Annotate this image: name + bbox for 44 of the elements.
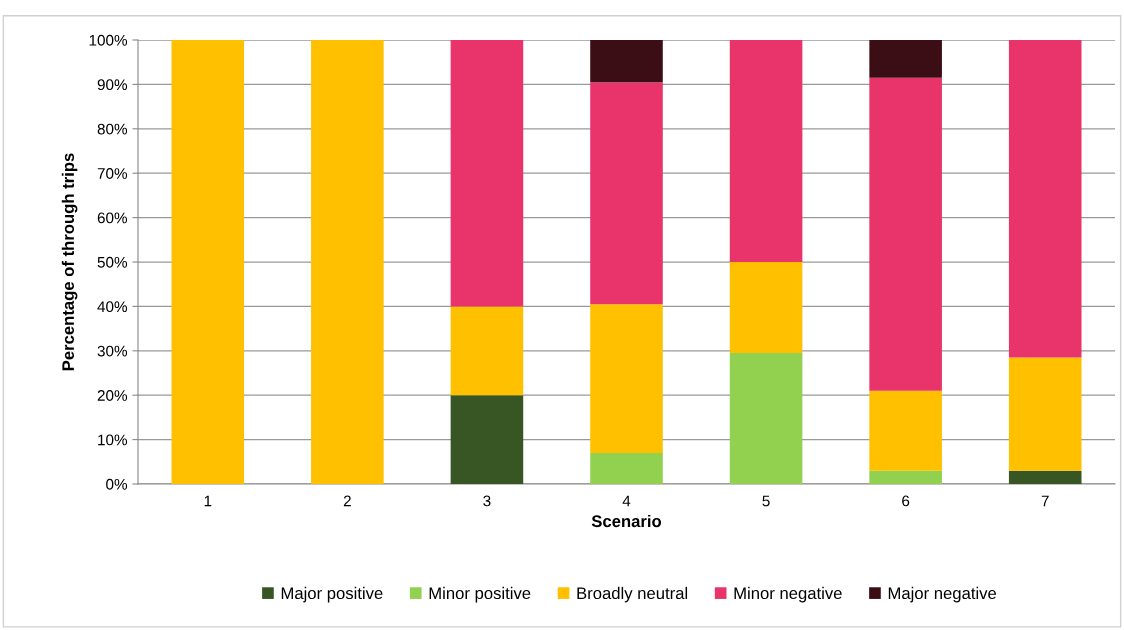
y-tick-label: 60%	[97, 212, 128, 224]
y-tick-label: 90%	[97, 79, 128, 91]
bar	[1008, 40, 1082, 358]
y-tick-label: 30%	[97, 345, 128, 357]
bar	[590, 304, 663, 453]
x-tick-label: 1	[204, 495, 212, 507]
bar	[311, 40, 384, 484]
legend-label: Minor positive	[429, 586, 531, 603]
x-tick-label: 4	[622, 495, 631, 507]
y-tick-label: 50%	[97, 256, 128, 268]
legend-label: Minor negative	[734, 586, 842, 603]
y-tick-label: 80%	[97, 123, 128, 135]
bar	[1008, 470, 1082, 484]
x-tick-label: 2	[343, 495, 351, 507]
bar	[869, 40, 942, 78]
bar	[590, 82, 663, 305]
bar	[869, 77, 942, 391]
bar	[729, 40, 803, 262]
bar	[590, 452, 663, 484]
y-axis-title: Percentage of through trips	[61, 153, 78, 371]
y-tick-label: 20%	[97, 390, 128, 401]
bar	[590, 40, 663, 83]
x-tick-label: 5	[762, 495, 770, 507]
x-tick-label: 7	[1041, 495, 1049, 507]
bar	[729, 353, 803, 484]
x-tick-label: 3	[483, 495, 491, 507]
bar	[450, 395, 524, 484]
bar	[450, 306, 524, 396]
y-tick-label: 70%	[97, 168, 128, 179]
bar	[869, 390, 942, 471]
bar	[869, 470, 942, 484]
x-tick-label: 6	[902, 495, 910, 507]
legend-label: Major negative	[888, 586, 997, 603]
legend-label: Broadly neutral	[577, 586, 688, 603]
bar	[1008, 357, 1082, 471]
bar	[171, 40, 245, 484]
bar	[729, 262, 803, 354]
y-tick-label: 10%	[98, 434, 128, 446]
x-axis-title: Scenario	[591, 514, 662, 528]
legend-label: Major positive	[281, 586, 383, 603]
y-tick-label: 40%	[97, 301, 128, 313]
bar	[450, 40, 524, 307]
y-tick-label: 100%	[89, 34, 128, 46]
y-tick-label: 0%	[106, 478, 128, 490]
